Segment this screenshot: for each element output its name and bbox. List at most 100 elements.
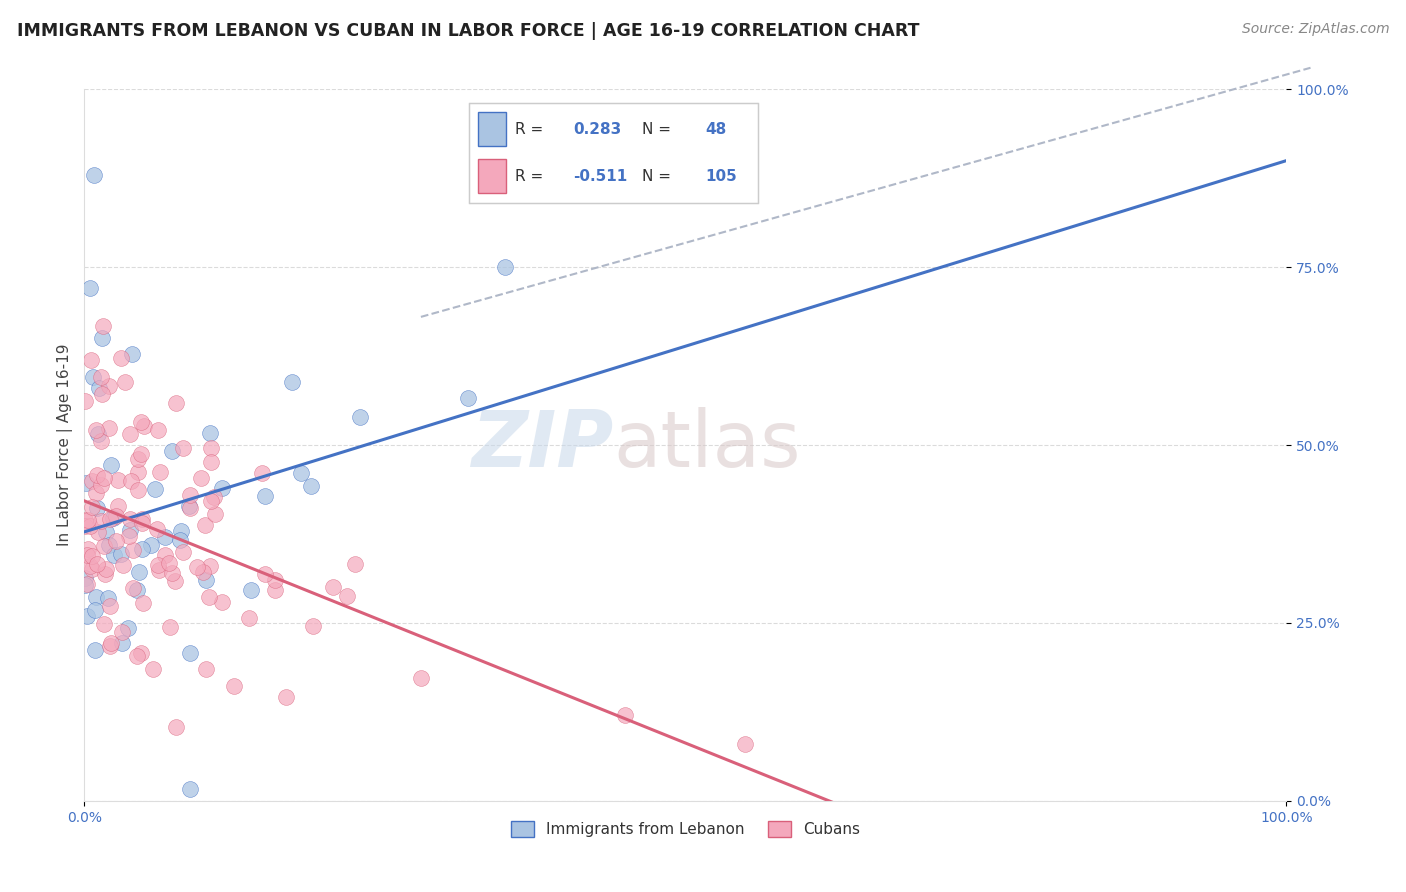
Point [162, 566, 184, 581]
Point [281, 375, 304, 389]
Point [252, 467, 274, 481]
Point [264, 582, 287, 597]
Point [96, 525, 118, 540]
Point [107, 473, 129, 487]
Point [224, 679, 246, 693]
Point [153, 548, 176, 562]
Point [75, 571, 97, 585]
Point [143, 482, 166, 496]
Point [131, 512, 153, 526]
Point [90, 369, 112, 384]
Point [121, 582, 143, 596]
Point [127, 451, 149, 466]
Point [159, 619, 181, 633]
Point [200, 455, 222, 469]
Point [165, 720, 187, 734]
Point [120, 475, 142, 489]
Point [86, 501, 108, 516]
Point [121, 347, 143, 361]
Point [80, 474, 103, 488]
Point [90, 514, 112, 528]
Point [128, 566, 150, 580]
Point [614, 708, 637, 723]
Text: ZIP: ZIP [471, 407, 613, 483]
Point [91, 387, 114, 401]
Point [141, 538, 163, 552]
Point [104, 534, 127, 549]
Point [114, 376, 136, 390]
Y-axis label: In Labor Force | Age 16-19: In Labor Force | Age 16-19 [58, 343, 73, 546]
Point [149, 465, 172, 479]
Point [117, 622, 139, 636]
Point [177, 499, 200, 513]
Point [97, 591, 120, 605]
Point [129, 447, 152, 461]
Point [148, 563, 170, 577]
Point [86, 557, 108, 571]
Point [111, 558, 134, 573]
Point [98, 421, 121, 435]
Point [82, 369, 104, 384]
Point [87, 427, 110, 442]
Point [302, 618, 325, 632]
Point [198, 591, 221, 605]
Point [111, 636, 134, 650]
Point [129, 415, 152, 429]
Point [131, 516, 153, 530]
Point [146, 423, 169, 437]
Point [239, 583, 262, 598]
Point [100, 599, 122, 613]
Point [93, 471, 115, 485]
Point [84, 424, 107, 438]
Point [75, 476, 97, 491]
Point [75, 578, 97, 592]
Point [97, 538, 120, 552]
Point [198, 425, 221, 440]
Point [254, 489, 277, 503]
Point [186, 560, 208, 574]
Point [170, 524, 193, 538]
Point [264, 573, 287, 587]
Point [79, 519, 101, 533]
Point [129, 646, 152, 660]
Point [76, 609, 98, 624]
Point [83, 643, 105, 657]
Point [204, 507, 226, 521]
Point [90, 434, 112, 449]
Point [80, 353, 103, 368]
Point [195, 573, 218, 587]
Point [336, 589, 359, 603]
Point [172, 545, 194, 559]
Legend: Immigrants from Lebanon, Cubans: Immigrants from Lebanon, Cubans [505, 815, 866, 843]
Point [343, 557, 366, 571]
Point [131, 541, 153, 556]
Text: IMMIGRANTS FROM LEBANON VS CUBAN IN LABOR FORCE | AGE 16-19 CORRELATION CHART: IMMIGRANTS FROM LEBANON VS CUBAN IN LABO… [17, 22, 920, 40]
Point [75, 513, 97, 527]
Point [157, 556, 180, 570]
Text: atlas: atlas [613, 407, 801, 483]
Point [411, 671, 433, 685]
Point [110, 351, 132, 366]
Point [211, 482, 233, 496]
Point [79, 558, 101, 573]
Point [238, 611, 260, 625]
Point [118, 512, 141, 526]
Text: Source: ZipAtlas.com: Source: ZipAtlas.com [1241, 22, 1389, 37]
Point [93, 540, 115, 554]
Point [127, 582, 149, 597]
Point [84, 603, 107, 617]
Point [142, 662, 165, 676]
Point [195, 662, 218, 676]
Point [76, 541, 98, 556]
Point [75, 519, 97, 533]
Point [118, 529, 141, 543]
Point [93, 617, 115, 632]
Point [104, 509, 127, 524]
Point [190, 470, 212, 484]
Point [100, 636, 122, 650]
Point [200, 558, 222, 573]
Point [84, 486, 107, 500]
Point [290, 466, 312, 480]
Point [111, 624, 134, 639]
Point [98, 639, 121, 653]
